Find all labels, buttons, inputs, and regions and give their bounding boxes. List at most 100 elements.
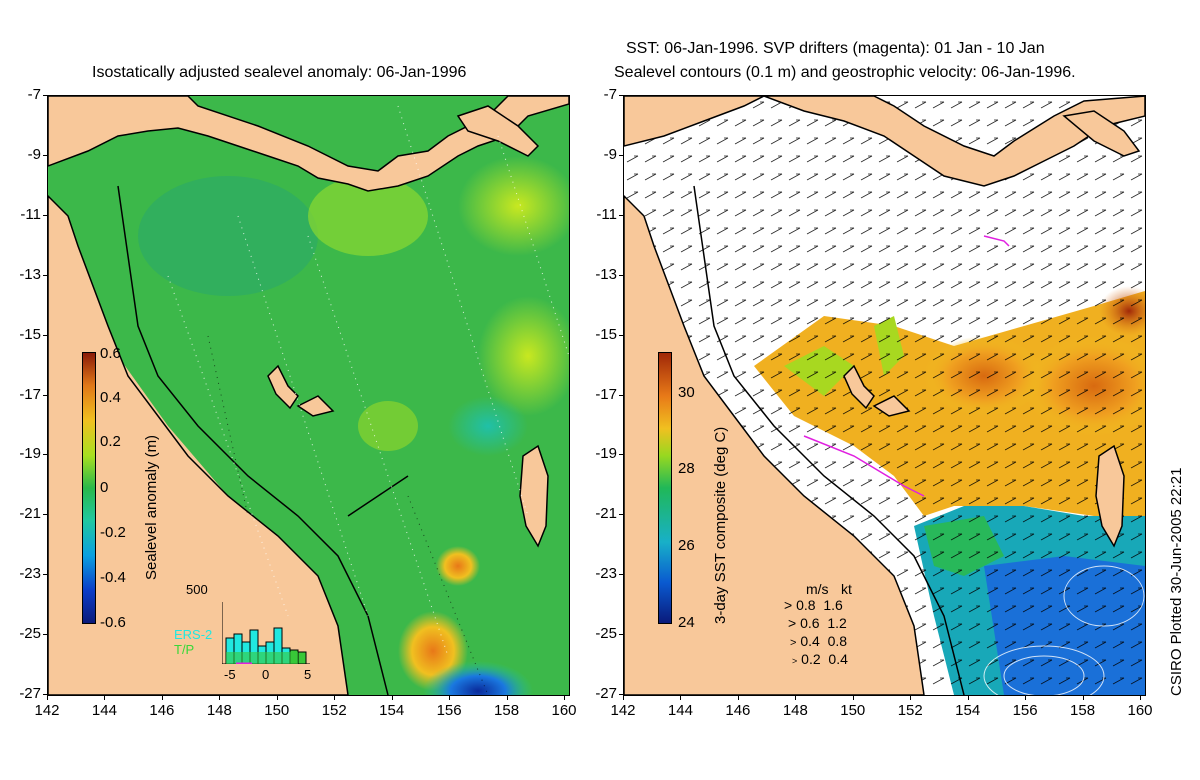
histogram-legend-ers2: ERS-2 xyxy=(174,627,213,642)
longitude-tick-label: 158 xyxy=(494,702,520,719)
latitude-tick xyxy=(43,394,47,396)
sealevel-colorbar-tick: -0.4 xyxy=(100,569,126,586)
longitude-tick xyxy=(564,695,565,700)
sst-colorbar-tick: 26 xyxy=(678,537,695,554)
longitude-tick-label: 152 xyxy=(321,702,347,719)
sealevel-colorbar-tick: 0.4 xyxy=(100,389,121,406)
longitude-tick xyxy=(276,695,278,700)
latitude-tick xyxy=(619,454,623,456)
longitude-tick xyxy=(1025,695,1027,700)
latitude-tick xyxy=(619,95,623,96)
latitude-tick-label: -11 xyxy=(20,205,41,223)
velocity-arrow-icon: > xyxy=(788,615,797,631)
longitude-tick-label: 158 xyxy=(1070,702,1096,719)
longitude-tick-label: 160 xyxy=(551,702,577,719)
sst-velocity-map xyxy=(623,95,1146,696)
velocity-legend-row: > 0.6 1.2 xyxy=(788,615,847,631)
plot-credit: CSIRO Plotted 30-Jun-2005 22:21 xyxy=(1168,467,1185,696)
track-histogram-bars xyxy=(221,602,310,666)
latitude-tick-label: -21 xyxy=(19,505,41,523)
latitude-tick xyxy=(43,574,47,576)
latitude-tick-label: -9 xyxy=(603,145,617,163)
latitude-tick xyxy=(43,514,47,516)
sealevel-anomaly-field xyxy=(48,96,569,695)
longitude-tick xyxy=(1082,695,1084,700)
longitude-tick xyxy=(680,695,682,700)
latitude-tick-label: -13 xyxy=(19,265,41,283)
longitude-tick xyxy=(623,695,624,700)
sst-composite-field xyxy=(624,96,1145,695)
histogram-xtick: 5 xyxy=(304,667,312,682)
longitude-tick xyxy=(161,695,163,700)
longitude-tick-label: 144 xyxy=(91,702,117,719)
longitude-tick-label: 148 xyxy=(206,702,232,719)
longitude-tick-label: 156 xyxy=(436,702,462,719)
longitude-tick-label: 142 xyxy=(610,702,636,719)
longitude-tick xyxy=(506,695,508,700)
latitude-tick-label: -17 xyxy=(595,385,617,403)
histogram-legend-tp: T/P xyxy=(174,642,195,657)
longitude-tick-label: 150 xyxy=(840,702,866,719)
longitude-tick-label: 142 xyxy=(34,702,60,719)
latitude-tick-label: -27 xyxy=(19,685,41,702)
latitude-tick-label: -21 xyxy=(595,505,617,523)
velocity-legend-row: > 0.8 1.6 xyxy=(784,597,843,613)
longitude-tick xyxy=(391,695,393,700)
velocity-legend-row: > 0.2 0.4 xyxy=(792,651,848,667)
right-map-title-line2: Sealevel contours (0.1 m) and geostrophi… xyxy=(614,64,1076,81)
sealevel-colorbar xyxy=(82,352,96,624)
sealevel-colorbar-tick: -0.6 xyxy=(100,614,126,631)
latitude-tick-label: -9 xyxy=(27,145,41,163)
latitude-tick xyxy=(619,634,623,636)
longitude-tick xyxy=(47,695,48,700)
velocity-legend-header-kt: kt xyxy=(841,581,852,597)
longitude-tick-label: 146 xyxy=(149,702,175,719)
latitude-tick xyxy=(619,514,623,516)
latitude-tick xyxy=(619,334,623,336)
velocity-legend-row: > 0.4 0.8 xyxy=(790,633,848,649)
latitude-tick-label: -11 xyxy=(596,205,617,223)
right-map-title-line1: SST: 06-Jan-1996. SVP drifters (magenta)… xyxy=(626,40,1045,57)
longitude-tick-label: 154 xyxy=(379,702,405,719)
latitude-tick-label: -25 xyxy=(595,625,617,643)
sst-colorbar-tick: 30 xyxy=(678,384,695,401)
latitude-tick-label: -13 xyxy=(595,265,617,283)
velocity-legend-header-ms: m/s xyxy=(806,581,829,597)
latitude-tick-label: -15 xyxy=(595,325,617,343)
latitude-tick xyxy=(43,214,47,216)
latitude-tick-label: -25 xyxy=(19,625,41,643)
sst-colorbar-tick: 24 xyxy=(678,614,695,631)
sealevel-anomaly-map xyxy=(47,95,570,696)
latitude-tick-label: -23 xyxy=(595,565,617,583)
latitude-tick xyxy=(43,634,47,636)
longitude-tick xyxy=(219,695,221,700)
sealevel-colorbar-tick: 0 xyxy=(100,479,109,496)
latitude-tick xyxy=(43,95,47,96)
histogram-xtick: 0 xyxy=(262,667,270,682)
longitude-tick xyxy=(795,695,797,700)
track-histogram xyxy=(221,602,310,666)
longitude-tick-label: 144 xyxy=(667,702,693,719)
latitude-tick xyxy=(619,154,623,156)
latitude-tick xyxy=(619,394,623,396)
latitude-tick-label: -27 xyxy=(595,685,617,702)
sealevel-colorbar-tick: 0.2 xyxy=(100,433,121,450)
longitude-tick-label: 146 xyxy=(725,702,751,719)
sst-colorbar xyxy=(658,352,672,624)
longitude-tick xyxy=(334,695,336,700)
latitude-tick xyxy=(619,214,623,216)
longitude-tick-label: 148 xyxy=(782,702,808,719)
latitude-tick xyxy=(43,334,47,336)
longitude-tick xyxy=(852,695,854,700)
latitude-tick xyxy=(43,274,47,276)
histogram-xtick: -5 xyxy=(224,667,236,682)
longitude-tick xyxy=(910,695,912,700)
latitude-tick xyxy=(43,694,47,695)
velocity-arrow-icon: > xyxy=(792,656,798,666)
sealevel-colorbar-tick: 0.6 xyxy=(100,345,121,362)
longitude-tick-label: 154 xyxy=(955,702,981,719)
latitude-tick-label: -17 xyxy=(19,385,41,403)
longitude-tick-label: 150 xyxy=(264,702,290,719)
sealevel-colorbar-tick: -0.2 xyxy=(100,524,126,541)
velocity-arrow-icon: > xyxy=(784,597,793,613)
